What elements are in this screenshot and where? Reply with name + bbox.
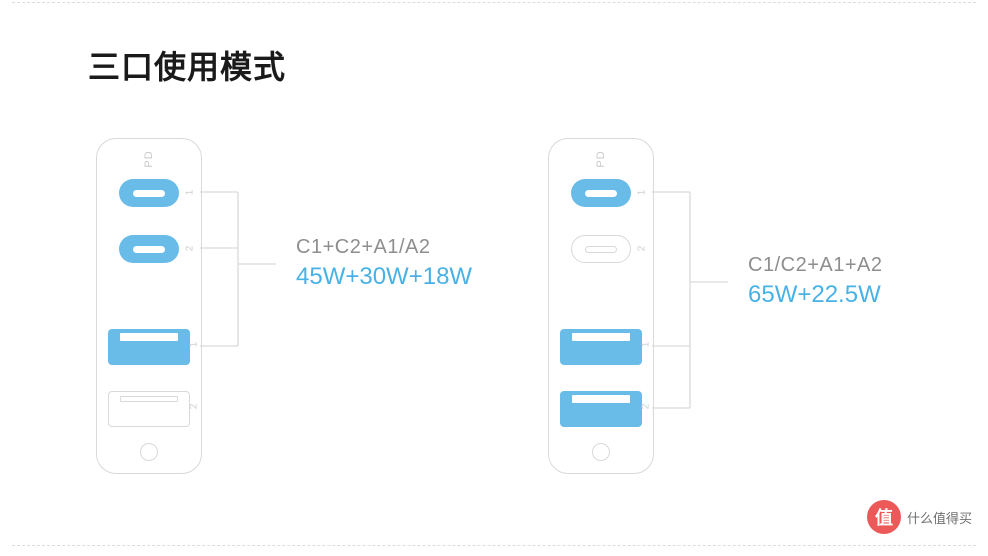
bottom-dashed-divider [12,545,976,546]
lead-lines-right [652,138,728,458]
label-block-left: C1+C2+A1/A2 45W+30W+18W [296,236,472,291]
port-c1-left [119,179,179,207]
portnum-c1: 1 [185,190,196,196]
charger-right: PD 1 2 1 2 [548,138,654,474]
port-a1-right [560,329,642,365]
portnum-c2: 2 [185,246,196,252]
label-block-right: C1/C2+A1+A2 65W+22.5W [748,254,882,309]
port-c1-right [571,179,631,207]
pd-label: PD [143,150,155,167]
port-c2-left [119,235,179,263]
port-c2-right [571,235,631,263]
power-text-right: 65W+22.5W [748,281,882,309]
qc-icon [592,443,610,461]
port-a1-left [108,329,190,365]
portnum-a2: 2 [189,404,200,410]
portnum-c2: 2 [637,246,648,252]
page-title: 三口使用模式 [88,42,286,88]
power-text-left: 45W+30W+18W [296,263,472,291]
portnum-c1: 1 [637,190,648,196]
portnum-a1: 1 [641,342,652,348]
top-dashed-divider [12,2,976,3]
watermark-text: 什么值得买 [907,508,972,527]
qc-icon [140,443,158,461]
lead-lines-left [200,138,276,398]
combo-text-left: C1+C2+A1/A2 [296,236,472,259]
watermark-icon: 值 [867,500,901,534]
port-a2-right [560,391,642,427]
port-a2-left [108,391,190,427]
combo-text-right: C1/C2+A1+A2 [748,254,882,277]
charger-left: PD 1 2 1 2 [96,138,202,474]
portnum-a1: 1 [189,342,200,348]
watermark: 值 什么值得买 [867,500,972,534]
portnum-a2: 2 [641,404,652,410]
pd-label: PD [595,150,607,167]
